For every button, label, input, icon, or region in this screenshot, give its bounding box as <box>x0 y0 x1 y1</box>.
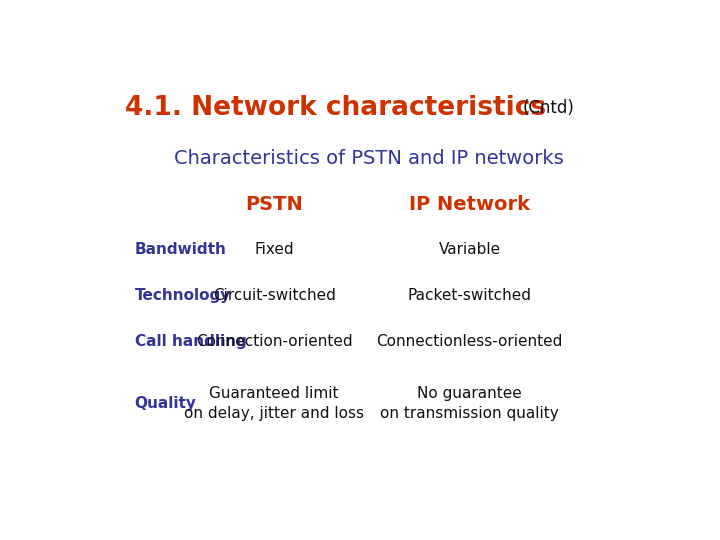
Text: No guarantee
on transmission quality: No guarantee on transmission quality <box>380 386 559 421</box>
Text: IP Network: IP Network <box>409 194 530 214</box>
Text: Variable: Variable <box>438 242 500 258</box>
Text: Guaranteed limit
on delay, jitter and loss: Guaranteed limit on delay, jitter and lo… <box>184 386 364 421</box>
Text: Connectionless-oriented: Connectionless-oriented <box>377 334 562 349</box>
Text: Call handling: Call handling <box>135 334 246 349</box>
Text: Fixed: Fixed <box>254 242 294 258</box>
Text: (Cntd): (Cntd) <box>523 99 575 118</box>
Text: Packet-switched: Packet-switched <box>408 288 531 303</box>
Text: Characteristics of PSTN and IP networks: Characteristics of PSTN and IP networks <box>174 149 564 168</box>
Text: Technology: Technology <box>135 288 231 303</box>
Text: 4.1. Network characteristics: 4.1. Network characteristics <box>125 96 546 122</box>
Text: Connection-oriented: Connection-oriented <box>196 334 353 349</box>
Text: Bandwidth: Bandwidth <box>135 242 227 258</box>
Text: PSTN: PSTN <box>246 194 303 214</box>
Text: Quality: Quality <box>135 396 197 411</box>
Text: Circuit-switched: Circuit-switched <box>212 288 336 303</box>
